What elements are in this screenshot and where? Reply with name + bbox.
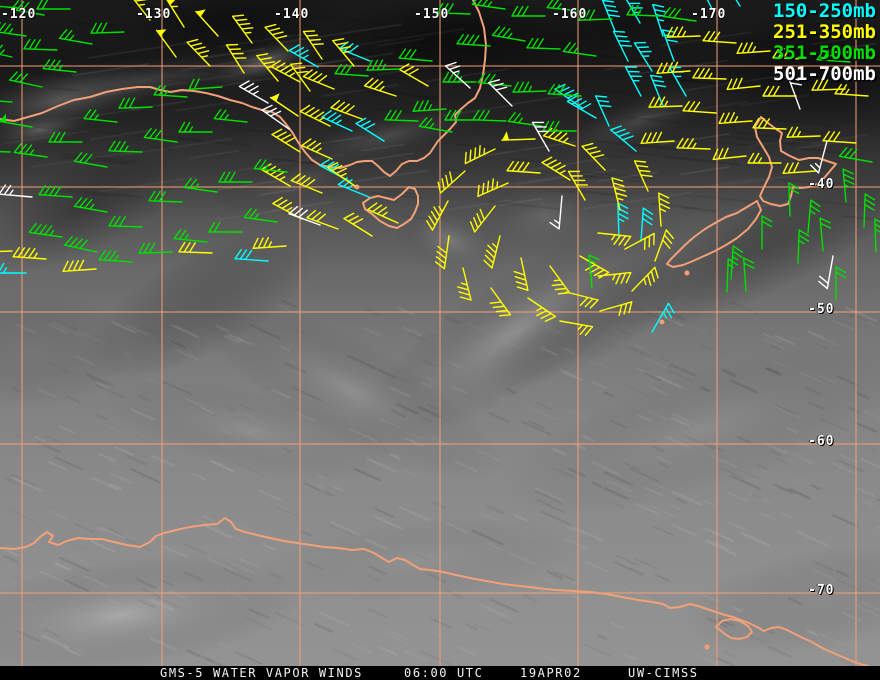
legend-item-501-700mb: 501-700mb — [773, 63, 876, 85]
valid-time: 06:00 UTC — [404, 666, 484, 680]
lon-label: -120 — [1, 7, 37, 22]
legend-item-150-250mb: 150-250mb — [773, 0, 876, 22]
wind-barb-pennants-351-500mb — [0, 113, 7, 123]
coastline — [715, 618, 753, 640]
lat-label: -70 — [808, 583, 835, 598]
island — [684, 270, 690, 276]
credit: UW-CIMSS — [628, 666, 699, 680]
lon-label: -140 — [274, 7, 310, 22]
wind-barbs-150-250mb — [0, 0, 741, 333]
coastline — [0, 517, 869, 666]
valid-date: 19APR02 — [520, 666, 582, 680]
wind-barbs-501-700mb — [0, 61, 834, 290]
lat-label: -60 — [808, 434, 835, 449]
island — [354, 184, 360, 190]
product-title: GMS-5 WATER VAPOR WINDS — [160, 666, 363, 680]
lon-label: -130 — [136, 7, 172, 22]
lon-label: -150 — [414, 7, 450, 22]
lon-label: -160 — [552, 7, 588, 22]
coastline-layer — [0, 0, 869, 666]
island — [704, 644, 710, 650]
pressure-level-legend: 150-250mb 251-350mb 351-500mb 501-700mb — [773, 1, 876, 85]
caption-bar: GMS-5 WATER VAPOR WINDS 06:00 UTC 19APR0… — [0, 666, 880, 680]
legend-item-351-500mb: 351-500mb — [773, 42, 876, 64]
wind-barbs-251-350mb — [0, 0, 869, 336]
coastline — [362, 186, 419, 229]
grid-layer — [0, 0, 880, 666]
coastline — [666, 200, 762, 268]
coastline — [754, 116, 837, 207]
island — [659, 319, 665, 325]
map-overlay — [0, 0, 880, 666]
lat-label: -40 — [808, 177, 835, 192]
legend-item-251-350mb: 251-350mb — [773, 21, 876, 43]
lon-label: -170 — [691, 7, 727, 22]
lat-label: -50 — [808, 302, 835, 317]
